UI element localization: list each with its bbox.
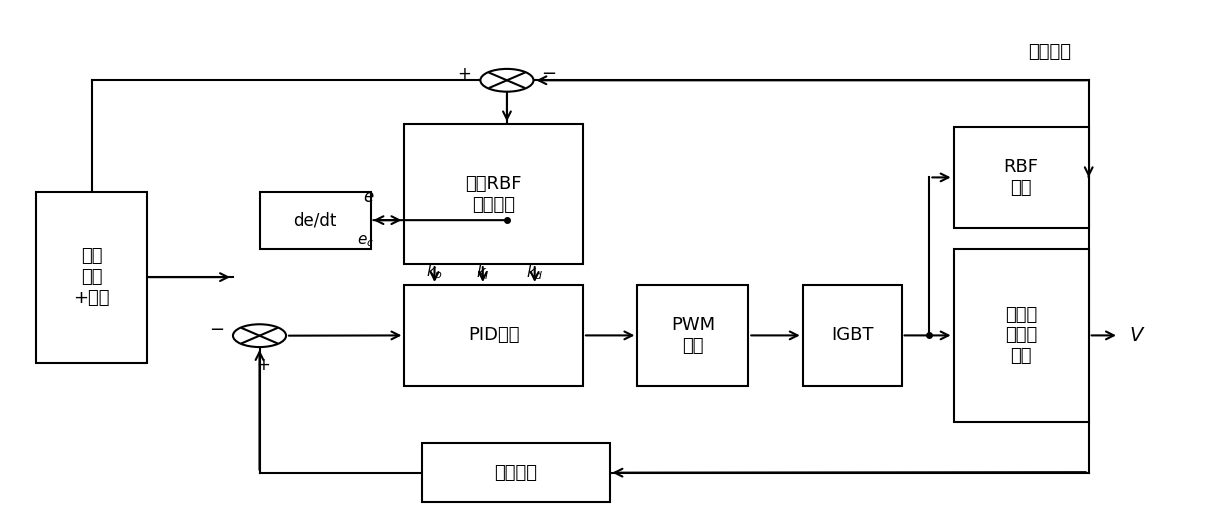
Text: 给定
位移
+电流: 给定 位移 +电流	[74, 247, 110, 307]
Text: 电流反馈: 电流反馈	[1028, 43, 1072, 61]
Bar	[803, 285, 902, 386]
Circle shape	[233, 324, 286, 347]
Bar	[954, 249, 1089, 422]
Bar	[36, 192, 147, 363]
Text: $k_p$: $k_p$	[426, 262, 443, 283]
Text: +: +	[457, 65, 471, 83]
Text: $e$: $e$	[362, 188, 374, 206]
Circle shape	[480, 69, 533, 92]
Bar	[637, 285, 748, 386]
Text: $k_d$: $k_d$	[526, 263, 543, 282]
Bar	[954, 127, 1089, 228]
Text: −: −	[209, 322, 225, 339]
Text: PWM
输出: PWM 输出	[671, 316, 715, 355]
Text: +: +	[256, 356, 270, 375]
Text: −: −	[541, 65, 556, 83]
Text: 真空开
关永磁
机构: 真空开 关永磁 机构	[1005, 306, 1037, 365]
Bar	[422, 443, 610, 502]
Bar	[260, 192, 371, 249]
Text: 位移检测: 位移检测	[495, 464, 537, 482]
Text: PID控制: PID控制	[468, 326, 519, 344]
Bar	[404, 285, 583, 386]
Text: 模糊RBF
神经网络: 模糊RBF 神经网络	[466, 175, 521, 213]
Bar	[404, 124, 583, 264]
Text: $V$: $V$	[1129, 326, 1145, 345]
Text: de/dt: de/dt	[293, 211, 337, 229]
Text: $k_i$: $k_i$	[476, 263, 490, 282]
Text: RBF
辨识: RBF 辨识	[1004, 158, 1038, 197]
Text: $e_c$: $e_c$	[357, 233, 374, 249]
Text: IGBT: IGBT	[830, 326, 874, 344]
